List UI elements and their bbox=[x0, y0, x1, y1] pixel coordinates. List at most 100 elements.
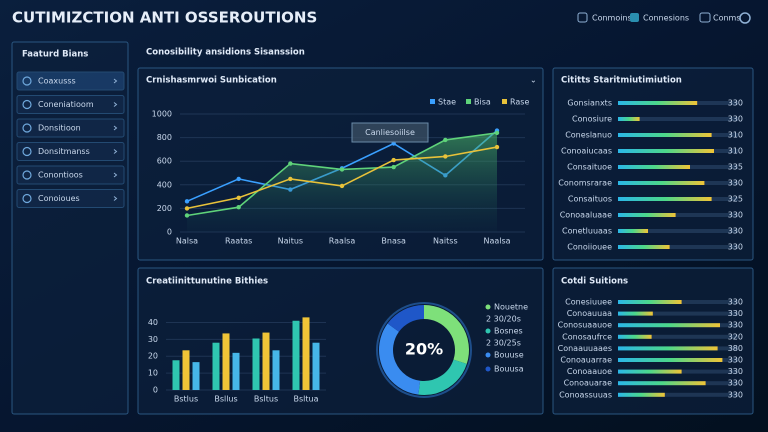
x-tick-label: Bsltua bbox=[294, 395, 319, 404]
center-label: 20% bbox=[405, 340, 443, 359]
legend-swatch bbox=[485, 328, 491, 334]
sidebar-item[interactable] bbox=[16, 118, 125, 138]
item-icon bbox=[22, 146, 32, 157]
sidebar-item[interactable] bbox=[16, 165, 125, 185]
x-tick-label: Naitss bbox=[433, 237, 458, 246]
item-label[interactable]: Conontioos bbox=[38, 171, 83, 180]
sidebar-item[interactable] bbox=[16, 189, 125, 208]
menu-item[interactable]: Conms bbox=[713, 14, 741, 23]
row-label: Conosuaauoe bbox=[558, 321, 612, 330]
item-label[interactable]: Donsitmanss bbox=[38, 147, 90, 156]
menu-icon[interactable] bbox=[630, 13, 639, 22]
row-label: Conoaaluaae bbox=[560, 211, 612, 220]
item-label[interactable]: Conoioues bbox=[38, 194, 80, 203]
menu-item[interactable]: Connesions bbox=[643, 14, 689, 23]
row-label: Conoassuuas bbox=[559, 390, 612, 399]
row-bar bbox=[618, 213, 676, 217]
item-label[interactable]: Donsitioon bbox=[38, 124, 81, 133]
row-value: 335 bbox=[728, 163, 743, 172]
item-icon bbox=[22, 76, 32, 86]
x-tick-label: Raalsa bbox=[329, 237, 356, 246]
bar bbox=[212, 342, 220, 390]
y-tick-label: 400 bbox=[157, 180, 172, 189]
row-label: Consaituos bbox=[568, 195, 612, 204]
point bbox=[184, 213, 190, 218]
row-bar bbox=[618, 117, 640, 121]
bar bbox=[222, 333, 230, 390]
row-bar bbox=[618, 133, 712, 137]
row-track bbox=[618, 117, 738, 121]
row-value: 330 bbox=[728, 309, 743, 318]
bar bbox=[302, 317, 310, 390]
bar bbox=[292, 320, 300, 390]
row-bar bbox=[618, 229, 648, 233]
row-track bbox=[618, 213, 738, 217]
bar bbox=[182, 350, 190, 390]
row-value: 330 bbox=[728, 115, 743, 124]
row-bar bbox=[618, 334, 652, 339]
menu-icon[interactable] bbox=[699, 12, 711, 23]
annotation: Canliesoiilse bbox=[365, 128, 415, 137]
row-value: 330 bbox=[728, 99, 743, 108]
point bbox=[339, 183, 345, 189]
sidebar-item[interactable] bbox=[16, 71, 125, 91]
point bbox=[494, 144, 500, 150]
point bbox=[236, 195, 241, 200]
row-bar bbox=[618, 197, 712, 201]
y-tick-label: 10 bbox=[148, 369, 158, 378]
point bbox=[184, 206, 190, 211]
sidebar bbox=[11, 41, 129, 415]
donut-segment bbox=[387, 305, 425, 333]
row-label: Conoaauoe bbox=[567, 367, 612, 376]
point bbox=[443, 137, 448, 143]
sidebar-item[interactable] bbox=[16, 142, 125, 161]
list-title: Cititts Staritmiutimiution bbox=[561, 76, 682, 86]
item-icon bbox=[22, 123, 32, 133]
chevron bbox=[113, 102, 118, 107]
donut-ring bbox=[376, 302, 472, 398]
row-track bbox=[618, 392, 738, 397]
y-tick-label: 30 bbox=[148, 335, 158, 344]
legend-note: 2 30/20s bbox=[486, 315, 521, 324]
section-title: Conosibility ansidions Sisanssion bbox=[146, 48, 305, 58]
top-menu: Conmoins Connesions Conms bbox=[577, 12, 751, 24]
row-bar bbox=[618, 358, 723, 362]
legend-label: Bisa bbox=[474, 98, 491, 107]
row-value: 330 bbox=[728, 367, 743, 376]
menu-item[interactable]: Conmoins bbox=[592, 14, 632, 23]
row-value: 320 bbox=[728, 332, 743, 341]
legend-label: Rase bbox=[510, 98, 529, 107]
settings-icon[interactable] bbox=[739, 12, 751, 24]
legend-swatch bbox=[430, 99, 435, 104]
y-tick-label: 600 bbox=[157, 157, 172, 166]
row-value: 330 bbox=[728, 211, 743, 220]
point bbox=[184, 199, 190, 204]
sidebar-item[interactable] bbox=[16, 95, 125, 114]
y-tick-label: 800 bbox=[157, 133, 172, 142]
x-tick-label: Bnasa bbox=[381, 237, 406, 246]
row-value: 310 bbox=[728, 131, 743, 140]
bar bbox=[252, 338, 260, 390]
point bbox=[391, 164, 396, 170]
sidebar-title: Faaturd Bians bbox=[22, 50, 88, 60]
item-label[interactable]: Coneniatioom bbox=[38, 100, 94, 109]
row-bar bbox=[618, 323, 720, 328]
row-bar bbox=[618, 392, 665, 397]
x-tick-label: Naitus bbox=[278, 237, 303, 246]
y-tick-label: 0 bbox=[153, 386, 158, 395]
point bbox=[236, 176, 241, 182]
row-label: Coneslanuo bbox=[565, 131, 612, 140]
chevron bbox=[113, 196, 118, 201]
sidebar-items: Coaxusss Coneniatioom Donsitioon Donsitmans… bbox=[16, 71, 125, 208]
donut-segment bbox=[423, 305, 469, 364]
row-bar bbox=[618, 381, 706, 386]
item-label[interactable]: Coaxusss bbox=[38, 77, 76, 86]
point bbox=[443, 154, 448, 159]
list-title: Cotdi Suitions bbox=[561, 277, 628, 287]
menu-icon[interactable] bbox=[577, 12, 588, 23]
point bbox=[494, 130, 500, 136]
row-bar bbox=[618, 245, 670, 249]
x-tick-label: Bsllus bbox=[214, 395, 237, 404]
panel-menu[interactable]: ⌄ bbox=[530, 76, 537, 85]
